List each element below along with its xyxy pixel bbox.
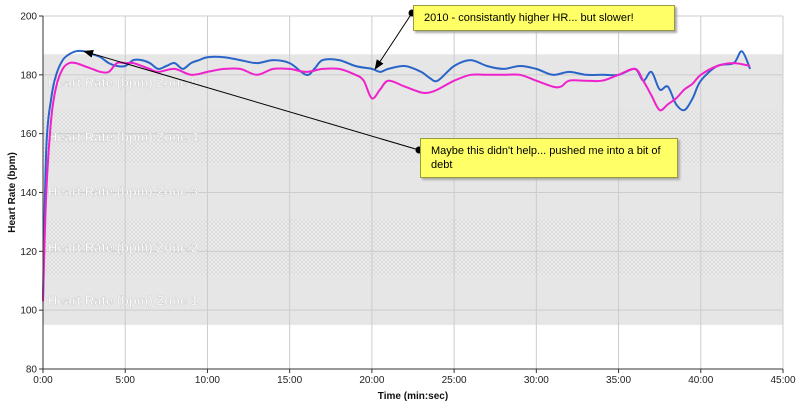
x-tick-label: 35:00: [606, 375, 631, 386]
zone-label-5: Heart Rate (bpm) Zone 5: [48, 75, 198, 90]
x-tick-label: 5:00: [115, 375, 135, 386]
y-tick-label: 140: [20, 188, 37, 199]
annotation-note-1: 2010 - consistantly higher HR... but slo…: [413, 5, 675, 31]
series-line-2: [42, 61, 751, 302]
x-axis-title: Time (min:sec): [378, 391, 448, 402]
annotation-text-1: 2010 - consistantly higher HR... but slo…: [424, 12, 634, 24]
x-tick-label: 45:00: [770, 375, 795, 386]
y-tick-label: 100: [20, 306, 37, 317]
x-tick-label: 10:00: [195, 375, 220, 386]
zone-label-1: Heart Rate (bpm) Zone 1: [48, 293, 198, 308]
annotation-text-2: Maybe this didn't help... pushed me into…: [431, 145, 661, 171]
zone-label-3: Heart Rate (bpm) Zone 3: [48, 184, 198, 199]
x-tick-label: 0:00: [33, 375, 53, 386]
y-tick-label: 80: [26, 365, 38, 376]
y-tick-label: 160: [20, 129, 37, 140]
x-tick-label: 25:00: [442, 375, 467, 386]
y-tick-label: 120: [20, 247, 37, 258]
zone-band-1: [43, 274, 783, 325]
annotation-note-2: Maybe this didn't help... pushed me into…: [420, 138, 678, 178]
zone-labels: Heart Rate (bpm) Zone 1 Heart Rate (bpm) …: [48, 75, 200, 308]
zone-band-2: [43, 218, 783, 275]
x-tick-label: 40:00: [688, 375, 713, 386]
x-tick-labels: 0:00 5:00 10:00 15:00 20:00 25:00 30:00 35:00 40…: [33, 369, 796, 386]
zone-band-5: [43, 54, 783, 111]
y-tick-label: 180: [20, 70, 37, 81]
x-tick-label: 30:00: [524, 375, 549, 386]
series-lines: [42, 49, 752, 302]
annotation-pointer-1: [374, 12, 413, 70]
zone-label-2: Heart Rate (bpm) Zone 2: [48, 240, 198, 255]
zone-label-4: Heart Rate (bpm) Zone 4: [48, 130, 199, 145]
y-axis-title: Heart Rate (bpm): [7, 152, 18, 233]
x-tick-label: 15:00: [277, 375, 302, 386]
annotation-pointer-2: [83, 50, 420, 151]
y-tick-labels: 80 100 120 140 160 180 200: [20, 12, 43, 376]
series-line-1: [42, 49, 752, 299]
y-tick-label: 200: [20, 12, 37, 23]
x-tick-label: 20:00: [359, 375, 384, 386]
